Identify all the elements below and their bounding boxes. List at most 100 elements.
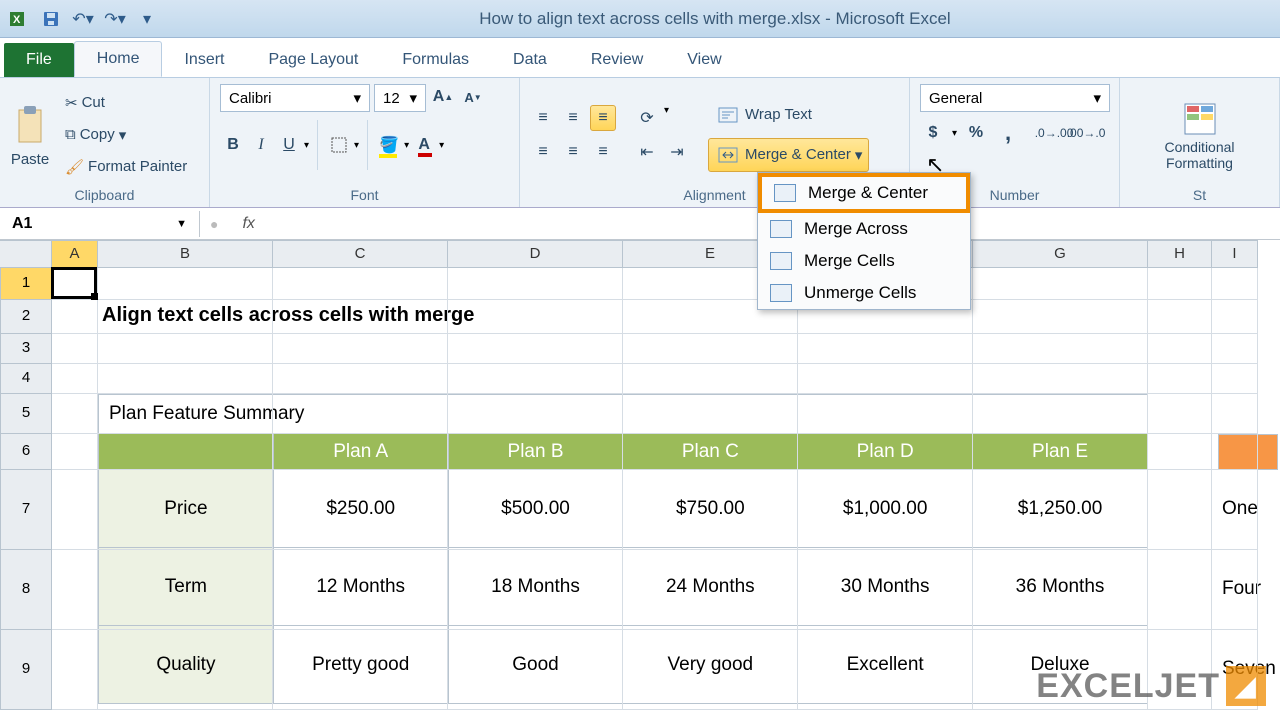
row-header-9[interactable]: 9	[0, 630, 52, 710]
cells-area[interactable]: Align text cells across cells with merge…	[52, 268, 1258, 710]
shrink-font-icon[interactable]: A▼	[460, 84, 486, 110]
font-color-icon[interactable]: A	[411, 132, 437, 158]
tab-page-layout[interactable]: Page Layout	[246, 43, 380, 77]
increase-indent-icon[interactable]: ⇥	[664, 139, 690, 165]
merge-across-item[interactable]: Merge Across	[758, 213, 970, 245]
copy-button[interactable]: ⧉Copy ▾	[58, 122, 194, 148]
select-all-corner[interactable]	[0, 240, 52, 268]
bold-icon[interactable]: B	[220, 132, 246, 158]
undo-icon[interactable]: ↶▾	[72, 8, 94, 30]
col-header-G[interactable]: G	[973, 240, 1148, 268]
tab-file[interactable]: File	[4, 43, 74, 77]
cell: $750.00	[623, 470, 798, 548]
row-header-7[interactable]: 7	[0, 470, 52, 550]
row-header-1[interactable]: 1	[0, 268, 52, 300]
col-header-H[interactable]: H	[1148, 240, 1212, 268]
cell: Pretty good	[273, 626, 448, 704]
cell: 30 Months	[798, 548, 973, 626]
clipboard-group-title: Clipboard	[10, 185, 199, 205]
excel-icon: X	[8, 8, 30, 30]
font-size-select[interactable]: 12 ▾	[374, 84, 426, 112]
copy-icon: ⧉	[65, 126, 76, 143]
align-center-icon[interactable]: ≡	[560, 139, 586, 165]
fill-color-icon[interactable]: 🪣	[376, 132, 402, 158]
styles-group-title: St	[1130, 185, 1269, 205]
row-header-2[interactable]: 2	[0, 300, 52, 334]
align-right-icon[interactable]: ≡	[590, 139, 616, 165]
merge-center-icon	[774, 184, 796, 202]
cell: Good	[448, 626, 623, 704]
number-format-select[interactable]: General▾	[920, 84, 1110, 112]
align-left-icon[interactable]: ≡	[530, 139, 556, 165]
paste-icon[interactable]	[10, 101, 50, 151]
font-size-value: 12	[383, 90, 400, 107]
merge-across-icon	[770, 220, 792, 238]
row-header-3[interactable]: 3	[0, 334, 52, 364]
currency-icon[interactable]: $	[920, 120, 946, 146]
align-middle-icon[interactable]: ≡	[560, 105, 586, 131]
decrease-decimal-icon[interactable]: .00→.0	[1073, 120, 1099, 146]
merge-center-text: Merge & Center	[808, 183, 928, 203]
align-bottom-icon[interactable]: ≡	[590, 105, 616, 131]
brush-icon: 🖌	[65, 158, 84, 176]
font-name-select[interactable]: Calibri▾	[220, 84, 370, 112]
increase-decimal-icon[interactable]: .0→.00	[1041, 120, 1067, 146]
tab-home[interactable]: Home	[74, 41, 163, 77]
ribbon-tabs: File Home Insert Page Layout Formulas Da…	[0, 38, 1280, 78]
row-header-8[interactable]: 8	[0, 550, 52, 630]
active-cell[interactable]	[51, 267, 97, 299]
cut-label: Cut	[82, 94, 105, 111]
tab-formulas[interactable]: Formulas	[380, 43, 491, 77]
conditional-formatting-button[interactable]: Conditional Formatting	[1164, 99, 1234, 171]
tab-data[interactable]: Data	[491, 43, 569, 77]
dropdown-icon: ▾	[409, 89, 417, 107]
percent-icon[interactable]: %	[963, 120, 989, 146]
fx-icon[interactable]: fx	[228, 215, 268, 233]
wrap-text-button[interactable]: Wrap Text	[708, 98, 869, 132]
overflow-cell: Four	[1222, 578, 1261, 600]
plan-header: Plan E	[973, 434, 1148, 470]
col-header-D[interactable]: D	[448, 240, 623, 268]
row-header-6[interactable]: 6	[0, 434, 52, 470]
cut-button[interactable]: ✂Cut	[58, 90, 194, 116]
cell: $500.00	[448, 470, 623, 548]
grow-font-icon[interactable]: A▲	[430, 84, 456, 110]
cell: $1,000.00	[798, 470, 973, 548]
col-header-C[interactable]: C	[273, 240, 448, 268]
underline-icon[interactable]: U	[276, 132, 302, 158]
row-header-4[interactable]: 4	[0, 364, 52, 394]
group-font: Calibri▾ 12▾ A▲ A▼ B I U▾ ▾ 🪣▾ A▾ Font	[210, 78, 520, 207]
tab-view[interactable]: View	[665, 43, 743, 77]
merge-center-item[interactable]: Merge & Center	[758, 173, 970, 213]
italic-icon[interactable]: I	[248, 132, 274, 158]
dropdown-icon: ▾	[353, 89, 361, 107]
tab-review[interactable]: Review	[569, 43, 665, 77]
plan-header	[99, 434, 274, 470]
format-painter-button[interactable]: 🖌Format Painter	[58, 154, 194, 180]
name-box-value: A1	[12, 215, 32, 233]
row-header-5[interactable]: 5	[0, 394, 52, 434]
tab-insert[interactable]: Insert	[162, 43, 246, 77]
col-header-B[interactable]: B	[98, 240, 273, 268]
formula-bar: A1▼ ● fx	[0, 208, 1280, 240]
unmerge-cells-item[interactable]: Unmerge Cells	[758, 277, 970, 309]
row-label: Quality	[99, 626, 274, 704]
merge-center-button[interactable]: Merge & Center ▾	[708, 138, 869, 172]
row-label: Price	[99, 470, 274, 548]
redo-icon[interactable]: ↷▾	[104, 8, 126, 30]
qat-dropdown-icon[interactable]: ▾	[136, 8, 158, 30]
wrap-icon	[715, 102, 741, 128]
col-header-I[interactable]: I	[1212, 240, 1258, 268]
decrease-indent-icon[interactable]: ⇤	[634, 139, 660, 165]
paste-label[interactable]: Paste	[10, 151, 50, 168]
dropdown-icon: ▼	[176, 218, 187, 230]
comma-icon[interactable]: ,	[995, 120, 1021, 146]
save-icon[interactable]	[40, 8, 62, 30]
align-top-icon[interactable]: ≡	[530, 105, 556, 131]
col-header-A[interactable]: A	[52, 240, 98, 268]
orientation-icon[interactable]: ⟳	[634, 105, 660, 131]
cursor-icon: ↖	[926, 152, 944, 178]
border-icon[interactable]	[326, 132, 352, 158]
merge-cells-item[interactable]: Merge Cells	[758, 245, 970, 277]
name-box[interactable]: A1 ▼	[0, 211, 200, 237]
